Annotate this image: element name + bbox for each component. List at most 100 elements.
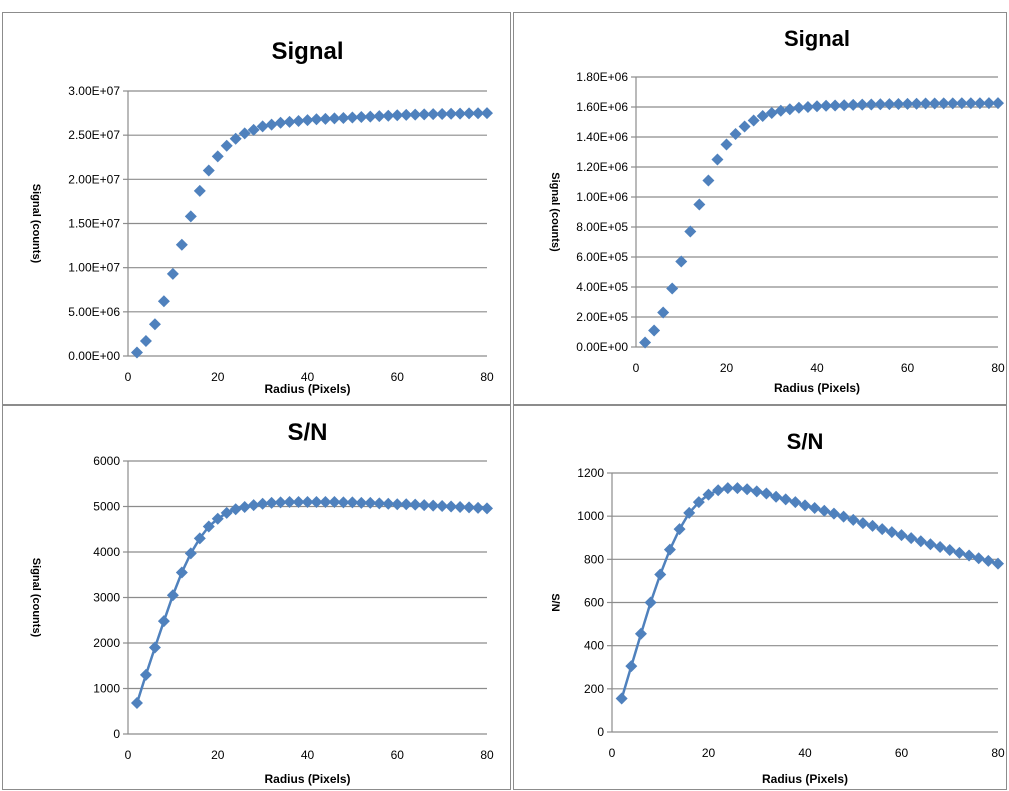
- chart-panel-1: Signal 0.00E+00 5.00E+06 1.00E+07 1.50E+07 2.…: [2, 12, 511, 405]
- series-line: [620, 486, 999, 699]
- data-point: [364, 110, 377, 123]
- data-point: [673, 523, 686, 536]
- y-axis-label: Signal (counts): [30, 184, 42, 264]
- data-point: [639, 336, 652, 349]
- data-point: [481, 502, 493, 515]
- chart-panel-4: S/N 0 200 400 600 800 1000 1200 0 20 40 60 80 Radius …: [513, 405, 1007, 790]
- x-tick-label: 80: [991, 746, 1005, 760]
- data-point: [657, 306, 670, 319]
- data-point: [211, 512, 224, 525]
- data-point: [992, 557, 1004, 570]
- data-point: [157, 615, 170, 628]
- y-tick-label: 4000: [93, 545, 120, 559]
- x-tick-label: 40: [798, 746, 812, 760]
- data-point: [193, 532, 206, 545]
- data-point: [364, 496, 377, 509]
- data-point: [866, 519, 879, 532]
- data-point: [328, 495, 341, 508]
- data-point: [463, 107, 476, 120]
- data-point: [301, 495, 314, 508]
- x-axis-label: Radius (Pixels): [762, 772, 848, 786]
- data-point: [847, 98, 860, 111]
- data-point: [211, 150, 224, 163]
- x-axis-label: Radius (Pixels): [264, 772, 350, 786]
- y-tick-label: 1.40E+06: [576, 130, 628, 144]
- data-point: [292, 495, 305, 508]
- x-tick-label: 0: [609, 746, 616, 760]
- data-point: [964, 97, 977, 110]
- data-point: [741, 483, 754, 496]
- data-point: [774, 104, 787, 117]
- data-point: [711, 153, 724, 166]
- y-tick-label: 2.00E+05: [576, 310, 628, 324]
- data-point: [663, 543, 676, 556]
- data-point: [427, 499, 440, 512]
- data-point: [472, 501, 485, 514]
- y-tick-label: 600: [584, 596, 604, 610]
- x-tick-label: 20: [720, 361, 734, 375]
- data-point: [247, 499, 260, 512]
- data-point: [391, 498, 404, 511]
- data-point: [883, 98, 896, 111]
- data-point: [265, 118, 278, 131]
- data-point: [992, 97, 1004, 110]
- data-point: [319, 495, 332, 508]
- data-point: [472, 107, 485, 120]
- data-point: [692, 496, 705, 509]
- data-point: [982, 554, 995, 567]
- data-point: [684, 225, 697, 238]
- chart-1: Signal 0.00E+00 5.00E+06 1.00E+07 1.50E+07 2.…: [30, 38, 494, 396]
- data-point: [157, 295, 170, 308]
- x-axis-label: Radius (Pixels): [264, 382, 350, 396]
- data-point: [184, 210, 197, 223]
- x-tick-label: 80: [991, 361, 1005, 375]
- data-point: [801, 101, 814, 113]
- data-point: [463, 501, 476, 514]
- x-tick-label: 20: [211, 370, 225, 384]
- data-point: [702, 488, 715, 501]
- x-tick-label: 80: [480, 748, 494, 762]
- x-tick-label: 60: [391, 370, 405, 384]
- data-point: [382, 109, 395, 122]
- y-tick-label: 0.00E+00: [68, 349, 120, 363]
- data-point: [373, 497, 386, 510]
- data-point: [310, 113, 323, 126]
- data-point: [418, 108, 431, 121]
- data-point: [148, 641, 161, 654]
- data-point: [229, 503, 242, 516]
- x-tick-label: 60: [895, 746, 909, 760]
- data-point: [895, 529, 908, 542]
- data-point: [750, 485, 763, 498]
- y-tick-label: 200: [584, 682, 604, 696]
- chart-panel-2: Signal 0.00E+00 2.00E+05 4.00E+05 6.00E+05 8.…: [513, 12, 1007, 405]
- data-point: [820, 99, 833, 112]
- data-point: [148, 318, 161, 331]
- y-tick-label: 1.80E+06: [576, 70, 628, 84]
- data-point: [445, 500, 458, 513]
- data-point: [885, 526, 898, 539]
- data-point: [184, 547, 197, 560]
- data-point: [729, 128, 742, 140]
- data-point: [445, 107, 458, 120]
- y-tick-label: 0: [113, 727, 120, 741]
- x-tick-label: 40: [301, 370, 315, 384]
- data-point: [910, 97, 923, 110]
- data-point: [919, 97, 932, 110]
- data-point: [934, 541, 947, 554]
- x-tick-label: 0: [125, 370, 132, 384]
- series-line: [135, 500, 488, 704]
- data-point: [355, 111, 368, 124]
- data-point: [837, 510, 850, 523]
- chart-title: Signal: [271, 38, 343, 65]
- y-tick-label: 2.50E+07: [68, 128, 120, 142]
- data-point: [625, 660, 638, 673]
- data-point: [319, 112, 332, 125]
- data-point: [166, 267, 179, 280]
- x-tick-label: 0: [633, 361, 640, 375]
- data-point: [139, 668, 152, 681]
- y-tick-label: 4.00E+05: [576, 280, 628, 294]
- x-tick-label: 60: [391, 748, 405, 762]
- chart-title: Signal: [784, 26, 850, 51]
- data-point: [648, 324, 661, 337]
- chart-title: S/N: [787, 429, 824, 454]
